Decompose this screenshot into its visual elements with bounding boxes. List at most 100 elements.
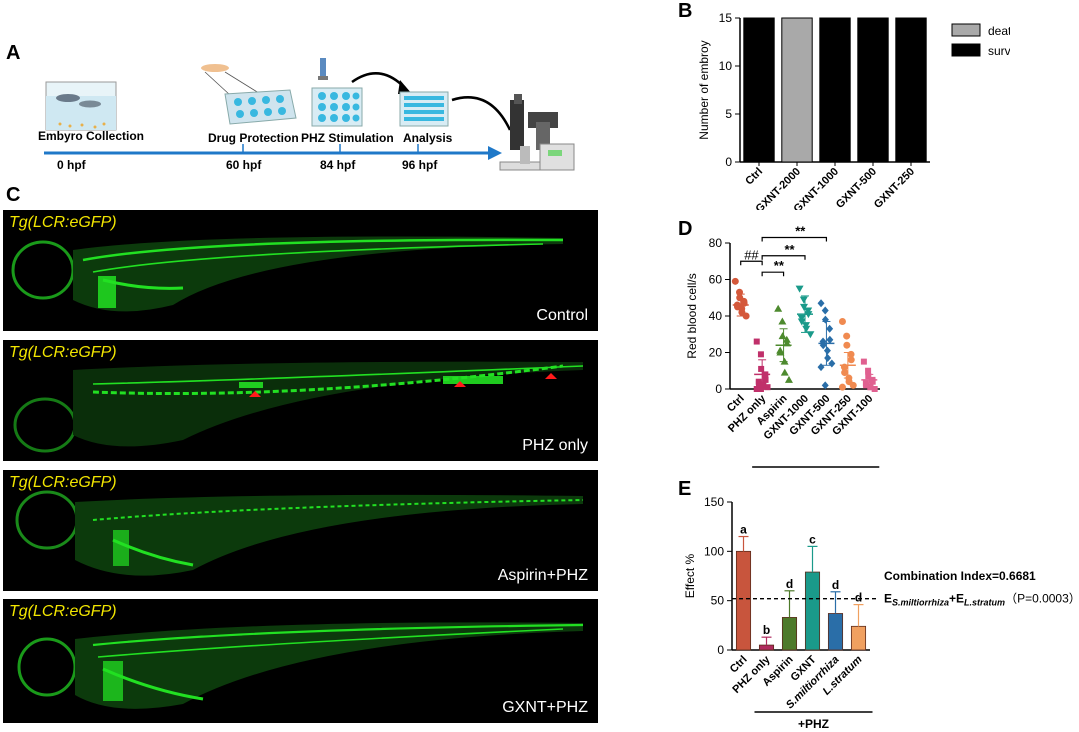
- data-point: [755, 380, 762, 387]
- embryo-tank-illustration: [45, 81, 117, 131]
- data-point: [753, 338, 760, 345]
- red-arrowhead-icon: [454, 381, 466, 387]
- data-point: [843, 332, 851, 340]
- data-point: [757, 351, 764, 358]
- data-point: [753, 386, 760, 392]
- panel-e-letter: E: [678, 478, 692, 500]
- microscope-illustration: [499, 94, 575, 171]
- data-point: [826, 324, 834, 333]
- drug-plate-illustration: [201, 64, 297, 125]
- fish-silhouette: [13, 361, 584, 453]
- data-point: [843, 341, 851, 349]
- data-point: [806, 331, 815, 339]
- condition-label-gxnt-phz: GXNT+PHZ: [502, 699, 588, 716]
- time-96hpf: 96 hpf: [402, 158, 438, 172]
- condition-label-phz-only: PHZ only: [522, 437, 588, 454]
- fish-image-control: Tg(LCR:eGFP) Control: [3, 210, 598, 331]
- significance-bracket: [761, 271, 785, 277]
- data-point: [797, 318, 806, 326]
- y-tick-label: 5: [725, 107, 732, 121]
- y-tick-label: 0: [717, 643, 724, 657]
- data-point: [823, 346, 831, 355]
- data-point: [774, 304, 783, 312]
- data-point: [847, 356, 855, 364]
- red-arrowhead-icon: [249, 391, 261, 397]
- data-point: [800, 303, 808, 311]
- fish-image-gxnt-phz: Tg(LCR:eGFP) GXNT+PHZ: [3, 599, 598, 723]
- combination-index-label: Combination Index=0.6681: [884, 569, 1036, 583]
- data-point: [760, 382, 767, 389]
- bar-Ctrl: [735, 550, 752, 651]
- stage-embryo-collection: Embyro Collection: [38, 129, 145, 143]
- data-point: [817, 363, 825, 372]
- bar-L.stratum: [850, 625, 867, 651]
- significance-bracket: [761, 236, 828, 242]
- data-point: [797, 314, 806, 322]
- time-0hpf: 0 hpf: [57, 158, 86, 172]
- transgene-label: Tg(LCR:eGFP): [9, 214, 117, 231]
- data-point: [817, 299, 825, 308]
- stage-phz-stimulation: PHZ Stimulation: [301, 131, 394, 145]
- data-point: [860, 358, 867, 365]
- legend-swatch-death: [951, 23, 981, 37]
- y-tick-label: 80: [709, 236, 723, 250]
- significance-letter: d: [855, 591, 862, 605]
- significance-letter: a: [740, 523, 747, 537]
- red-arrowhead-icon: [545, 373, 557, 379]
- significance-label: **: [774, 258, 785, 273]
- x-tick-label: Ctrl: [743, 166, 765, 188]
- transgene-label: Tg(LCR:eGFP): [9, 603, 117, 620]
- data-point: [802, 325, 811, 333]
- bar-Aspirin: [781, 617, 798, 651]
- y-axis-label: Effect %: [683, 553, 697, 598]
- data-point: [826, 335, 834, 344]
- significance-bracket: [761, 255, 806, 260]
- data-point: [731, 277, 739, 285]
- data-point: [824, 353, 832, 362]
- data-point: [762, 376, 769, 383]
- data-point: [821, 381, 829, 390]
- data-point: [784, 375, 793, 383]
- legend-label-survival: survival: [988, 44, 1010, 58]
- bar-S.miltiorrhiza: [827, 613, 844, 651]
- bar-survival: [819, 17, 851, 163]
- fish-silhouette: [15, 490, 584, 576]
- condition-label-aspirin-phz: Aspirin+PHZ: [497, 567, 588, 584]
- data-point: [758, 365, 765, 372]
- data-point: [778, 317, 787, 325]
- data-point: [782, 335, 791, 343]
- data-point: [838, 317, 846, 325]
- y-tick-label: 15: [719, 11, 733, 25]
- significance-letter: c: [809, 532, 816, 546]
- data-point: [869, 378, 876, 385]
- significance-letter: b: [763, 623, 770, 637]
- condition-label-control: Control: [536, 307, 588, 324]
- panel-a-timeline: [44, 58, 575, 171]
- significance-bracket: [740, 260, 763, 266]
- fish-silhouette: [17, 622, 584, 709]
- bar-survival: [857, 17, 889, 163]
- panel-a-letter: A: [6, 42, 21, 64]
- data-point: [780, 368, 789, 376]
- y-tick-label: 40: [709, 309, 723, 323]
- transgene-label: Tg(LCR:eGFP): [9, 474, 117, 491]
- data-point: [841, 369, 849, 377]
- data-point: [865, 373, 872, 380]
- bar-PHZ only: [758, 644, 775, 651]
- bar-survival: [743, 17, 775, 163]
- y-tick-label: 0: [725, 155, 732, 169]
- data-point: [871, 386, 878, 392]
- panel-d-letter: D: [678, 218, 693, 240]
- stage-drug-protection: Drug Protection: [208, 131, 299, 145]
- data-point: [776, 348, 785, 356]
- y-axis-label: Red blood cell/s: [685, 273, 699, 358]
- bar-survival: [895, 17, 927, 163]
- panel-b-letter: B: [678, 0, 693, 22]
- data-point: [804, 307, 813, 315]
- data-point: [778, 332, 787, 340]
- data-point: [821, 315, 829, 324]
- analysis-plate-illustration: [399, 91, 512, 131]
- reference-line-label: ES.miltiorrhiza+EL.stratum（P=0.0003）: [884, 592, 1079, 608]
